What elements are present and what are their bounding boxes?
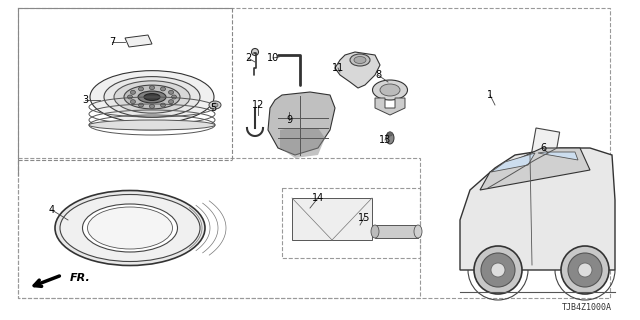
Bar (282, 188, 420, 258)
Ellipse shape (372, 80, 408, 100)
Ellipse shape (150, 104, 154, 108)
Ellipse shape (568, 253, 602, 287)
Polygon shape (480, 148, 590, 190)
Ellipse shape (89, 120, 215, 130)
Ellipse shape (414, 225, 422, 238)
Polygon shape (538, 152, 578, 160)
Polygon shape (268, 92, 335, 155)
Bar (531, 128, 559, 164)
Ellipse shape (90, 71, 214, 123)
Text: 11: 11 (332, 63, 344, 73)
Ellipse shape (150, 86, 154, 90)
Text: 1: 1 (487, 90, 493, 100)
Text: 12: 12 (252, 100, 264, 110)
Text: 8: 8 (375, 70, 381, 80)
Ellipse shape (386, 132, 394, 144)
Ellipse shape (114, 81, 190, 113)
Ellipse shape (252, 49, 259, 55)
Text: 13: 13 (379, 135, 391, 145)
Text: 10: 10 (267, 53, 279, 63)
Ellipse shape (481, 253, 515, 287)
Ellipse shape (168, 90, 173, 94)
Ellipse shape (144, 93, 160, 100)
Ellipse shape (83, 204, 177, 252)
Bar (375, 225, 418, 238)
Ellipse shape (387, 132, 392, 136)
Text: TJB4Z1000A: TJB4Z1000A (562, 303, 612, 312)
Text: 9: 9 (286, 115, 292, 125)
Polygon shape (375, 98, 405, 115)
Ellipse shape (371, 225, 379, 238)
Ellipse shape (380, 84, 400, 96)
Ellipse shape (131, 100, 136, 104)
Ellipse shape (124, 85, 180, 109)
Ellipse shape (354, 57, 366, 63)
Ellipse shape (131, 90, 136, 94)
Ellipse shape (578, 263, 592, 277)
Ellipse shape (138, 87, 143, 91)
Ellipse shape (55, 190, 205, 266)
Polygon shape (125, 35, 152, 47)
Text: 3: 3 (82, 95, 88, 105)
Ellipse shape (474, 246, 522, 294)
Ellipse shape (168, 100, 173, 104)
Text: FR.: FR. (70, 273, 91, 283)
Ellipse shape (172, 95, 177, 99)
Ellipse shape (138, 103, 143, 107)
Text: 6: 6 (540, 143, 546, 153)
Text: 15: 15 (358, 213, 370, 223)
Polygon shape (460, 148, 615, 270)
Polygon shape (280, 128, 325, 158)
Ellipse shape (60, 195, 200, 261)
Ellipse shape (138, 91, 166, 103)
Polygon shape (335, 52, 380, 88)
Ellipse shape (350, 54, 370, 66)
Polygon shape (491, 153, 535, 172)
Text: 14: 14 (312, 193, 324, 203)
Bar (18, 158, 420, 298)
Ellipse shape (104, 76, 200, 117)
Text: 2: 2 (245, 53, 251, 63)
Bar (292, 198, 372, 240)
Ellipse shape (561, 246, 609, 294)
Ellipse shape (88, 207, 173, 249)
Ellipse shape (161, 87, 166, 91)
Ellipse shape (491, 263, 505, 277)
Ellipse shape (161, 103, 166, 107)
Ellipse shape (127, 95, 132, 99)
Text: 7: 7 (109, 37, 115, 47)
Ellipse shape (209, 101, 221, 109)
Text: 5: 5 (210, 103, 216, 113)
Text: 4: 4 (49, 205, 55, 215)
Ellipse shape (212, 103, 218, 107)
